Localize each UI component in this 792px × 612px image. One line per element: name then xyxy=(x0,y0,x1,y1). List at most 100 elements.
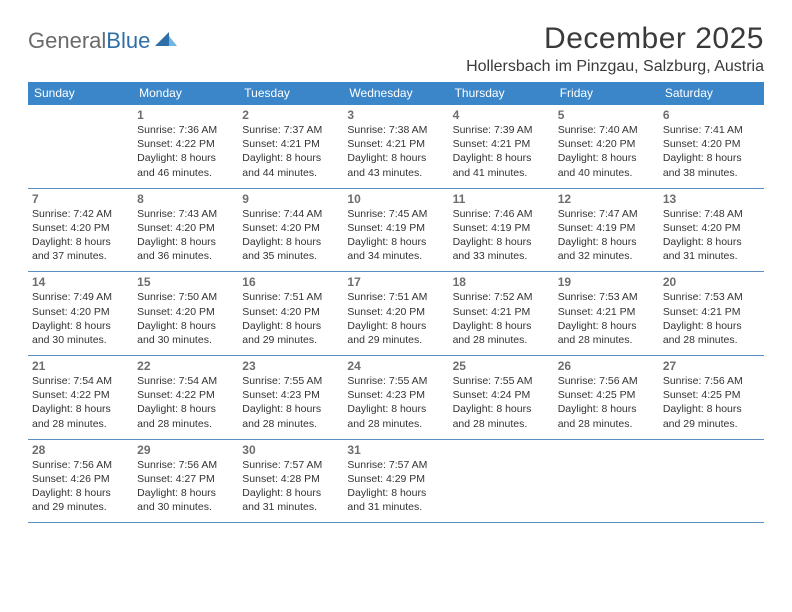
sunset-text: Sunset: 4:20 PM xyxy=(347,305,444,319)
sunset-text: Sunset: 4:20 PM xyxy=(663,137,760,151)
day-number: 8 xyxy=(137,192,234,206)
daylight-text: and 29 minutes. xyxy=(242,333,339,347)
day-number: 26 xyxy=(558,359,655,373)
sunset-text: Sunset: 4:21 PM xyxy=(242,137,339,151)
sunset-text: Sunset: 4:25 PM xyxy=(558,388,655,402)
weekday-header: Tuesday xyxy=(238,82,343,105)
daylight-text: and 38 minutes. xyxy=(663,166,760,180)
weekday-header: Wednesday xyxy=(343,82,448,105)
daylight-text: Daylight: 8 hours xyxy=(453,402,550,416)
daylight-text: and 28 minutes. xyxy=(242,417,339,431)
day-number: 18 xyxy=(453,275,550,289)
sunrise-text: Sunrise: 7:56 AM xyxy=(663,374,760,388)
daylight-text: Daylight: 8 hours xyxy=(558,402,655,416)
daylight-text: Daylight: 8 hours xyxy=(558,151,655,165)
daylight-text: and 28 minutes. xyxy=(558,417,655,431)
daylight-text: Daylight: 8 hours xyxy=(347,402,444,416)
day-number: 23 xyxy=(242,359,339,373)
daylight-text: and 36 minutes. xyxy=(137,249,234,263)
sunrise-text: Sunrise: 7:54 AM xyxy=(137,374,234,388)
day-cell: 12Sunrise: 7:47 AMSunset: 4:19 PMDayligh… xyxy=(554,189,659,272)
daylight-text: Daylight: 8 hours xyxy=(663,235,760,249)
daylight-text: Daylight: 8 hours xyxy=(242,486,339,500)
sunrise-text: Sunrise: 7:53 AM xyxy=(558,290,655,304)
week-row: 28Sunrise: 7:56 AMSunset: 4:26 PMDayligh… xyxy=(28,440,764,524)
day-number: 21 xyxy=(32,359,129,373)
daylight-text: Daylight: 8 hours xyxy=(663,151,760,165)
sunset-text: Sunset: 4:20 PM xyxy=(32,221,129,235)
sunset-text: Sunset: 4:20 PM xyxy=(32,305,129,319)
day-number: 6 xyxy=(663,108,760,122)
day-number: 12 xyxy=(558,192,655,206)
sunrise-text: Sunrise: 7:57 AM xyxy=(242,458,339,472)
day-cell: 6Sunrise: 7:41 AMSunset: 4:20 PMDaylight… xyxy=(659,105,764,188)
day-cell: 9Sunrise: 7:44 AMSunset: 4:20 PMDaylight… xyxy=(238,189,343,272)
brand-name-b: Blue xyxy=(106,28,150,53)
day-number: 22 xyxy=(137,359,234,373)
daylight-text: Daylight: 8 hours xyxy=(32,402,129,416)
sunrise-text: Sunrise: 7:40 AM xyxy=(558,123,655,137)
daylight-text: and 28 minutes. xyxy=(453,417,550,431)
empty-day-cell xyxy=(554,440,659,523)
day-cell: 29Sunrise: 7:56 AMSunset: 4:27 PMDayligh… xyxy=(133,440,238,523)
brand-name-a: General xyxy=(28,28,106,53)
day-number: 20 xyxy=(663,275,760,289)
daylight-text: Daylight: 8 hours xyxy=(242,151,339,165)
calendar-body: 1Sunrise: 7:36 AMSunset: 4:22 PMDaylight… xyxy=(28,105,764,523)
day-number: 14 xyxy=(32,275,129,289)
title-block: December 2025 Hollersbach im Pinzgau, Sa… xyxy=(466,22,764,76)
day-number: 28 xyxy=(32,443,129,457)
sunrise-text: Sunrise: 7:55 AM xyxy=(347,374,444,388)
day-cell: 23Sunrise: 7:55 AMSunset: 4:23 PMDayligh… xyxy=(238,356,343,439)
day-cell: 13Sunrise: 7:48 AMSunset: 4:20 PMDayligh… xyxy=(659,189,764,272)
daylight-text: and 43 minutes. xyxy=(347,166,444,180)
day-cell: 5Sunrise: 7:40 AMSunset: 4:20 PMDaylight… xyxy=(554,105,659,188)
brand-mark-icon xyxy=(155,30,177,53)
day-cell: 22Sunrise: 7:54 AMSunset: 4:22 PMDayligh… xyxy=(133,356,238,439)
daylight-text: Daylight: 8 hours xyxy=(453,235,550,249)
sunset-text: Sunset: 4:29 PM xyxy=(347,472,444,486)
day-number: 1 xyxy=(137,108,234,122)
day-cell: 17Sunrise: 7:51 AMSunset: 4:20 PMDayligh… xyxy=(343,272,448,355)
sunrise-text: Sunrise: 7:52 AM xyxy=(453,290,550,304)
daylight-text: Daylight: 8 hours xyxy=(242,319,339,333)
day-number: 7 xyxy=(32,192,129,206)
sunrise-text: Sunrise: 7:51 AM xyxy=(347,290,444,304)
sunrise-text: Sunrise: 7:50 AM xyxy=(137,290,234,304)
daylight-text: and 31 minutes. xyxy=(242,500,339,514)
sunset-text: Sunset: 4:28 PM xyxy=(242,472,339,486)
sunrise-text: Sunrise: 7:43 AM xyxy=(137,207,234,221)
daylight-text: and 28 minutes. xyxy=(558,333,655,347)
sunrise-text: Sunrise: 7:55 AM xyxy=(453,374,550,388)
day-number: 9 xyxy=(242,192,339,206)
sunrise-text: Sunrise: 7:55 AM xyxy=(242,374,339,388)
sunrise-text: Sunrise: 7:56 AM xyxy=(137,458,234,472)
calendar: SundayMondayTuesdayWednesdayThursdayFrid… xyxy=(28,82,764,523)
sunrise-text: Sunrise: 7:51 AM xyxy=(242,290,339,304)
sunrise-text: Sunrise: 7:36 AM xyxy=(137,123,234,137)
sunrise-text: Sunrise: 7:57 AM xyxy=(347,458,444,472)
empty-day-cell xyxy=(449,440,554,523)
daylight-text: and 31 minutes. xyxy=(347,500,444,514)
day-cell: 7Sunrise: 7:42 AMSunset: 4:20 PMDaylight… xyxy=(28,189,133,272)
daylight-text: Daylight: 8 hours xyxy=(347,319,444,333)
day-cell: 18Sunrise: 7:52 AMSunset: 4:21 PMDayligh… xyxy=(449,272,554,355)
day-number: 4 xyxy=(453,108,550,122)
sunset-text: Sunset: 4:20 PM xyxy=(137,305,234,319)
day-number: 2 xyxy=(242,108,339,122)
weekday-header: Saturday xyxy=(659,82,764,105)
daylight-text: and 29 minutes. xyxy=(663,417,760,431)
daylight-text: and 28 minutes. xyxy=(347,417,444,431)
daylight-text: and 44 minutes. xyxy=(242,166,339,180)
sunset-text: Sunset: 4:23 PM xyxy=(347,388,444,402)
week-row: 1Sunrise: 7:36 AMSunset: 4:22 PMDaylight… xyxy=(28,105,764,189)
sunset-text: Sunset: 4:19 PM xyxy=(558,221,655,235)
sunset-text: Sunset: 4:23 PM xyxy=(242,388,339,402)
sunset-text: Sunset: 4:22 PM xyxy=(137,388,234,402)
day-cell: 4Sunrise: 7:39 AMSunset: 4:21 PMDaylight… xyxy=(449,105,554,188)
daylight-text: Daylight: 8 hours xyxy=(558,235,655,249)
daylight-text: Daylight: 8 hours xyxy=(137,486,234,500)
sunset-text: Sunset: 4:22 PM xyxy=(32,388,129,402)
day-cell: 8Sunrise: 7:43 AMSunset: 4:20 PMDaylight… xyxy=(133,189,238,272)
sunrise-text: Sunrise: 7:44 AM xyxy=(242,207,339,221)
